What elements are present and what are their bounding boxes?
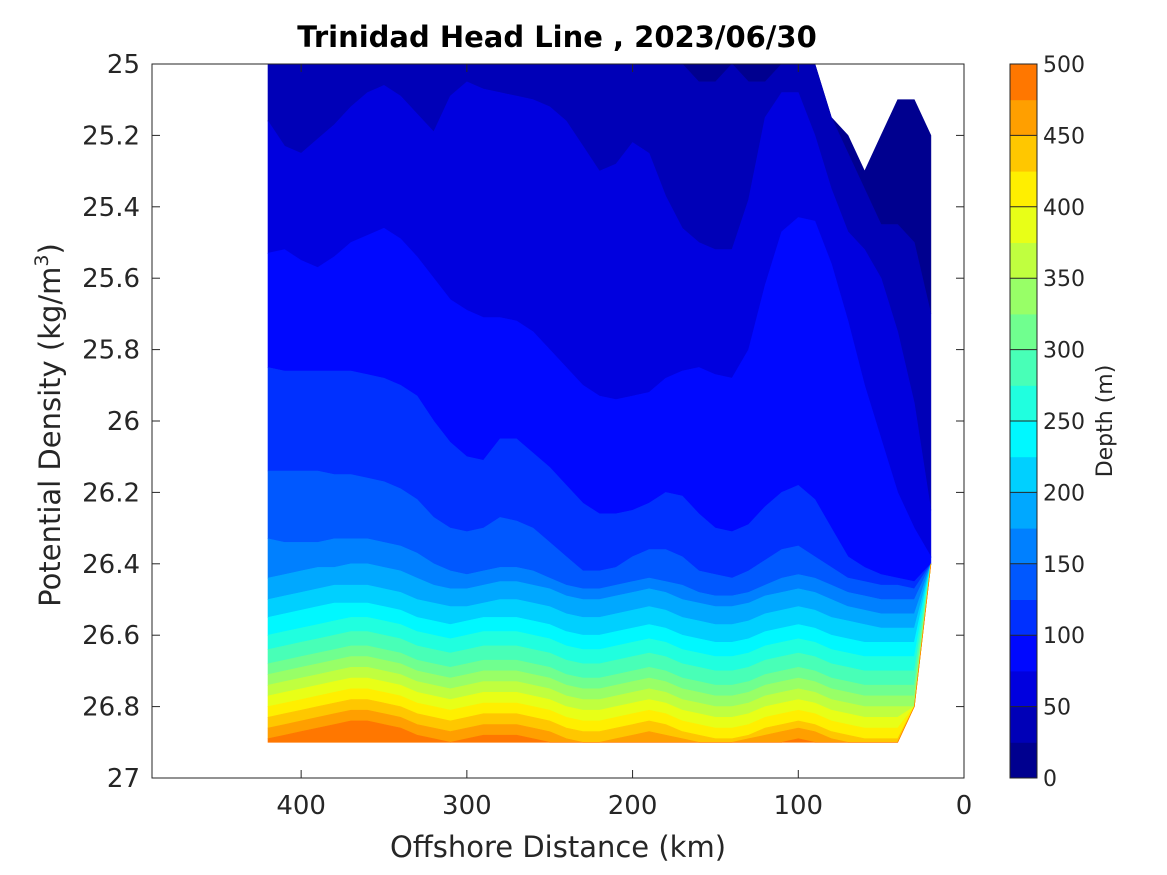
x-tick-label: 0 — [956, 791, 973, 821]
colorbar-tick-label: 450 — [1043, 124, 1085, 149]
y-axis-label: Potential Density (kg/m3) — [31, 243, 67, 607]
colorbar-tick-label: 300 — [1043, 339, 1085, 364]
x-tick-label: 400 — [276, 791, 326, 821]
x-axis: 400 300 200 100 0 — [276, 64, 972, 821]
y-tick-label: 26 — [107, 407, 140, 437]
y-tick-label: 25 — [107, 50, 140, 80]
colorbar-tick-label: 100 — [1043, 624, 1085, 649]
colorbar-tick-label: 400 — [1043, 196, 1085, 221]
colorbar-segment — [1010, 706, 1037, 743]
colorbar-tick-label: 0 — [1043, 767, 1057, 792]
colorbar-segment — [1010, 171, 1037, 208]
colorbar-segment — [1010, 242, 1037, 279]
colorbar-segment — [1010, 635, 1037, 672]
colorbar-segment — [1010, 385, 1037, 422]
colorbar-segment — [1010, 313, 1037, 351]
y-tick-label: 25.2 — [82, 121, 140, 151]
colorbar-segment — [1010, 206, 1037, 243]
colorbar-segment — [1010, 349, 1037, 386]
colorbar-segment — [1010, 599, 1037, 636]
x-tick-label: 100 — [773, 791, 823, 821]
colorbar-tick-label: 200 — [1043, 481, 1085, 506]
x-axis-label: Offshore Distance (km) — [390, 830, 726, 864]
y-tick-label: 26.4 — [82, 550, 140, 580]
y-tick-label: 26.8 — [82, 693, 140, 723]
colorbar-segment — [1010, 278, 1037, 315]
y-tick-label: 25.4 — [82, 193, 140, 223]
contour-fill-layer — [267, 63, 932, 743]
colorbar-segment — [1010, 421, 1037, 458]
colorbar-tick-label: 250 — [1043, 410, 1085, 435]
colorbar-segment — [1010, 456, 1037, 493]
x-tick-label: 300 — [442, 791, 492, 821]
colorbar-segment — [1010, 563, 1037, 600]
x-tick-label: 200 — [608, 791, 658, 821]
colorbar-segment — [1010, 99, 1037, 136]
contour-band — [267, 563, 932, 743]
colorbar-tick-label: 350 — [1043, 267, 1085, 292]
y-axis: 25 25.2 25.4 25.6 25.8 26 26.2 26.4 26.6 26.8 27 — [82, 50, 964, 794]
colorbar-segment — [1010, 528, 1037, 565]
colorbar-segment — [1010, 492, 1037, 529]
colorbar-tick-label: 50 — [1043, 696, 1071, 721]
colorbar-tick-label: 150 — [1043, 553, 1085, 578]
y-axis-label-suffix: ) — [33, 243, 67, 254]
colorbar-label: Depth (m) — [1093, 365, 1118, 478]
colorbar-segment — [1010, 670, 1037, 708]
y-tick-label: 26.6 — [82, 621, 140, 651]
colorbar-segment — [1010, 135, 1037, 172]
colorbar-tick-label: 500 — [1043, 53, 1085, 78]
colorbar: 0 50 100 150 200 250 300 350 400 450 500 — [1009, 53, 1085, 792]
y-axis-label-main: Potential Density (kg/m — [33, 267, 67, 607]
y-axis-label-superscript: 3 — [31, 254, 53, 266]
y-tick-label: 27 — [107, 764, 140, 794]
y-tick-label: 25.6 — [82, 264, 140, 294]
y-tick-label: 26.2 — [82, 478, 140, 508]
chart-title: Trinidad Head Line , 2023/06/30 — [297, 20, 817, 54]
colorbar-segment — [1010, 742, 1037, 779]
colorbar-segment — [1010, 64, 1037, 101]
y-tick-label: 25.8 — [82, 336, 140, 366]
